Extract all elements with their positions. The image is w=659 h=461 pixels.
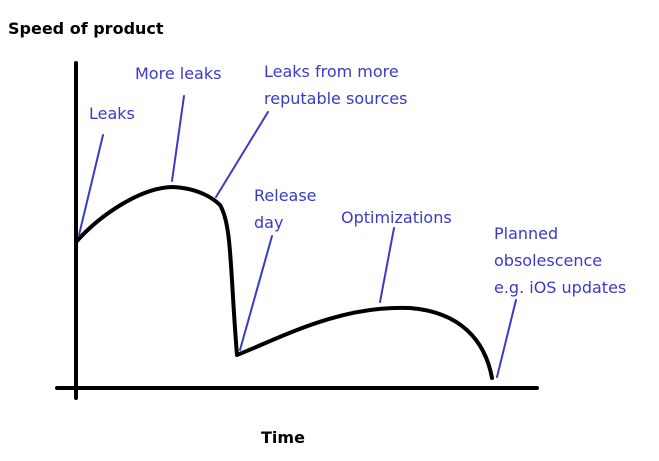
planned-obsolescence-note-line-2: obsolescence [494, 251, 602, 270]
planned-obsolescence-note-line-1: Planned [494, 224, 558, 243]
more-leaks-note-line: More leaks [135, 64, 221, 83]
x-axis-label: Time [261, 428, 305, 447]
more-leaks-pointer [171, 95, 185, 182]
release-day-note-line-1: Release [254, 186, 317, 205]
y-axis-label: Speed of product [8, 19, 164, 38]
obsolescence-pointer [496, 299, 517, 378]
reputable-sources-pointer [215, 111, 269, 198]
reputable-sources-note: Leaks from more reputable sources [264, 62, 407, 108]
leaks-note: Leaks [89, 104, 135, 123]
leaks-note-line: Leaks [89, 104, 135, 123]
optimizations-pointer [379, 227, 395, 303]
product-speed-curve [74, 185, 494, 380]
release-day-note-line-2: day [254, 213, 283, 232]
more-leaks-note: More leaks [135, 64, 221, 83]
release-day-pointer [239, 235, 273, 351]
release-day-note: Release day [254, 186, 322, 232]
leaks-pointer [78, 134, 104, 236]
reputable-sources-note-line-2: reputable sources [264, 89, 407, 108]
planned-obsolescence-note: Planned obsolescence e.g. iOS updates [494, 224, 626, 297]
optimizations-note: Optimizations [341, 208, 452, 227]
planned-obsolescence-note-line-3: e.g. iOS updates [494, 278, 626, 297]
optimizations-note-line: Optimizations [341, 208, 452, 227]
reputable-sources-note-line-1: Leaks from more [264, 62, 399, 81]
